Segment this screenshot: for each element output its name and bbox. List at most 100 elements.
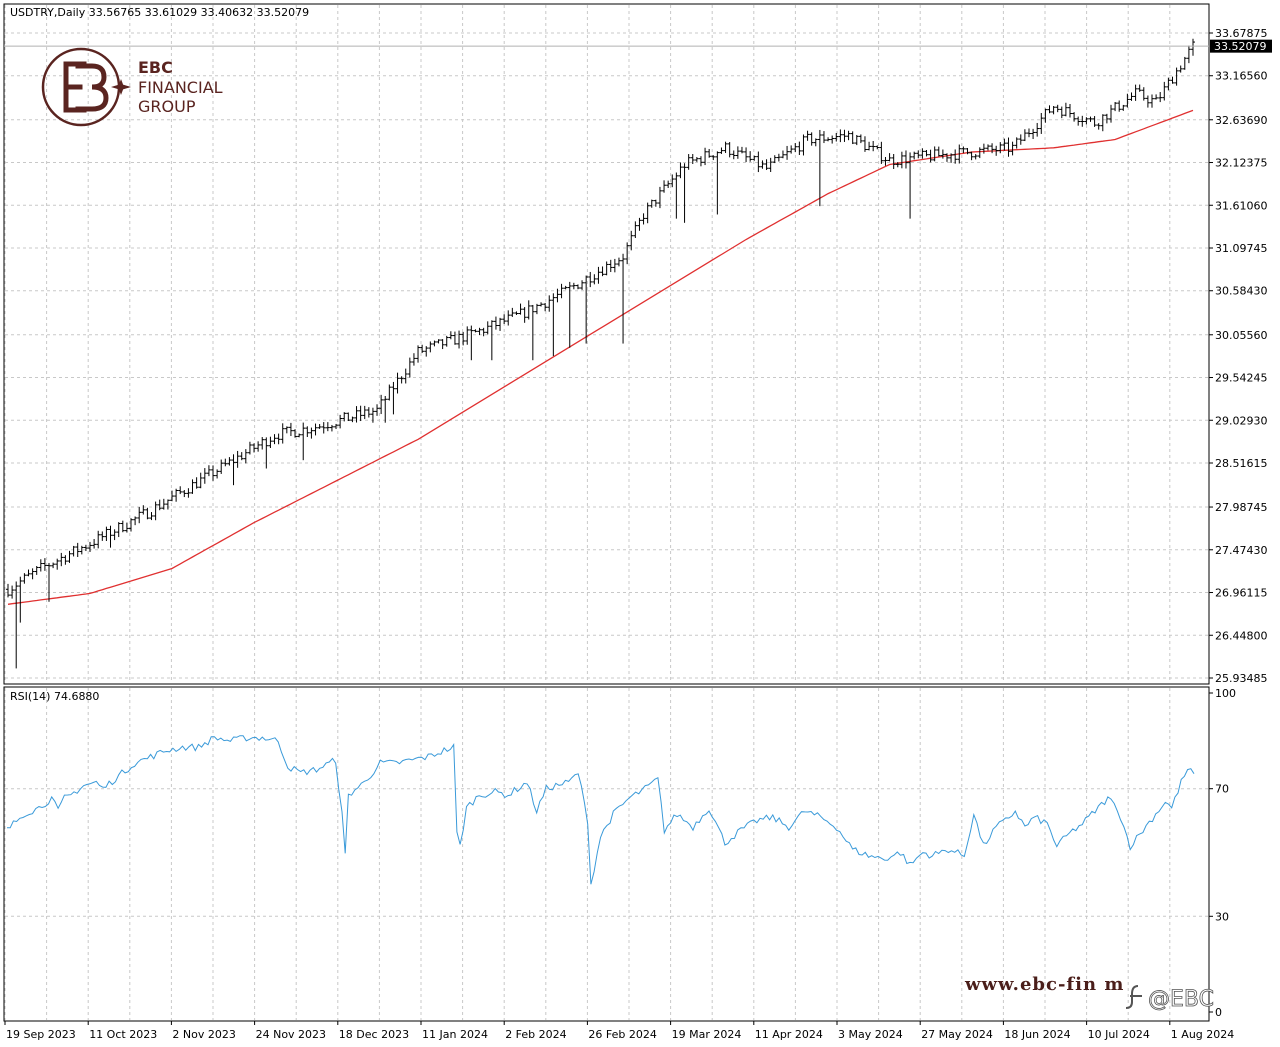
ohlc-bar bbox=[518, 303, 523, 315]
ohlc-bar bbox=[1031, 128, 1036, 140]
ohlc-bar bbox=[580, 280, 585, 290]
ohlc-bar bbox=[1063, 102, 1068, 117]
ohlc-bar bbox=[768, 157, 773, 172]
ohlc-bar bbox=[247, 441, 252, 455]
ohlc-bar bbox=[616, 257, 621, 267]
ohlc-bar bbox=[830, 135, 835, 144]
grid bbox=[4, 5, 1208, 1020]
ohlc-bar bbox=[75, 542, 80, 557]
ohlc-bar bbox=[735, 146, 740, 159]
ohlc-bar bbox=[395, 372, 400, 394]
ohlc-bar bbox=[399, 376, 404, 384]
logo-mark-icon bbox=[63, 61, 109, 113]
ohlc-bar bbox=[432, 340, 437, 347]
ohlc-bar bbox=[428, 341, 433, 353]
ohlc-bar bbox=[1051, 105, 1056, 115]
ohlc-bar bbox=[1117, 100, 1122, 112]
ohlc-bar bbox=[600, 266, 605, 277]
ohlc-bar bbox=[653, 199, 658, 207]
ohlc-bar bbox=[514, 311, 519, 315]
ohlc-bar bbox=[264, 437, 269, 469]
ohlc-bar bbox=[1174, 67, 1179, 86]
ohlc-bar bbox=[678, 162, 683, 179]
ohlc-bar bbox=[867, 141, 872, 151]
ohlc-bar bbox=[674, 172, 679, 219]
ohlc-bar bbox=[1125, 93, 1130, 108]
ohlc-bar bbox=[703, 147, 708, 166]
ohlc-bar bbox=[473, 329, 478, 333]
ohlc-bar bbox=[969, 151, 974, 161]
ohlc-bar bbox=[670, 174, 675, 188]
ebc-logo: EBC FINANCIAL GROUP bbox=[41, 47, 223, 127]
ohlc-bar bbox=[711, 155, 716, 161]
ohlc-bar bbox=[51, 562, 56, 569]
ohlc-bar bbox=[1018, 134, 1023, 145]
ohlc-bar bbox=[1158, 92, 1163, 103]
ohlc-bar bbox=[625, 242, 630, 265]
ohlc-bar bbox=[1108, 104, 1113, 123]
ohlc-bar bbox=[727, 142, 732, 158]
time-tick-label: 24 Nov 2023 bbox=[256, 1028, 326, 1041]
ohlc-bar bbox=[698, 156, 703, 167]
ohlc-bar bbox=[789, 145, 794, 154]
social-handle: @EBC bbox=[1148, 987, 1214, 1012]
time-tick-label: 11 Oct 2023 bbox=[89, 1028, 157, 1041]
ohlc-bar bbox=[682, 163, 687, 223]
ohlc-bar bbox=[588, 271, 593, 288]
price-tick-label: 31.61060 bbox=[1215, 199, 1268, 212]
ohlc-bar bbox=[1113, 102, 1118, 112]
ohlc-bar bbox=[30, 568, 35, 580]
ohlc-bar bbox=[961, 146, 966, 154]
rsi-axis: 100 70 30 0 bbox=[1209, 687, 1236, 1019]
ohlc-bar bbox=[924, 150, 929, 157]
ohlc-bar bbox=[879, 141, 884, 164]
ohlc-bar bbox=[96, 530, 101, 549]
ohlc-bar bbox=[772, 155, 777, 164]
ohlc-bar bbox=[899, 151, 904, 169]
price-tick-label: 27.47430 bbox=[1215, 544, 1268, 557]
ohlc-bar bbox=[522, 307, 527, 323]
ohlc-bar bbox=[912, 151, 917, 160]
rsi-pane bbox=[3, 686, 1210, 1022]
ohlc-bar bbox=[424, 346, 429, 357]
ohlc-bar bbox=[120, 520, 125, 533]
ohlc-bar bbox=[1104, 113, 1109, 124]
ohlc-bar bbox=[79, 545, 84, 555]
ohlc-bar bbox=[481, 327, 486, 337]
ohlc-bar bbox=[1014, 137, 1019, 149]
ohlc-bar bbox=[325, 422, 330, 432]
ohlc-bar bbox=[334, 423, 339, 430]
ohlc-bar bbox=[936, 146, 941, 157]
ohlc-bar bbox=[551, 293, 556, 357]
sparkle-icon bbox=[111, 79, 131, 95]
ohlc-bar bbox=[178, 486, 183, 495]
ohlc-bar bbox=[194, 477, 199, 489]
ohlc-bar bbox=[174, 488, 179, 502]
ohlc-bar bbox=[498, 317, 503, 331]
ohlc-bar bbox=[744, 147, 749, 163]
ohlc-bar bbox=[301, 422, 306, 461]
ohlc-bar bbox=[719, 147, 724, 154]
ohlc-bar bbox=[596, 266, 601, 284]
ohlc-bar bbox=[108, 525, 113, 548]
ohlc-bar bbox=[1154, 94, 1159, 100]
ohlc-bar bbox=[694, 157, 699, 162]
ohlc-bar bbox=[1006, 137, 1011, 157]
price-tick-label: 29.54245 bbox=[1215, 372, 1268, 385]
ohlc-bar bbox=[887, 153, 892, 162]
ohlc-bar bbox=[342, 412, 347, 422]
ohlc-bar bbox=[998, 142, 1003, 154]
ohlc-bar bbox=[817, 129, 822, 207]
time-tick-label: 18 Jun 2024 bbox=[1004, 1028, 1070, 1041]
ohlc-bar bbox=[358, 405, 363, 422]
ohlc-bar bbox=[621, 253, 626, 344]
ohlc-bar bbox=[157, 499, 162, 511]
ohlc-bar bbox=[686, 154, 691, 170]
ohlc-bar bbox=[448, 331, 453, 340]
ohlc-bar bbox=[18, 576, 23, 623]
ohlc-bar bbox=[489, 320, 494, 361]
ohlc-bar bbox=[416, 345, 421, 363]
ohlc-bar bbox=[813, 138, 818, 147]
ohlc-bar bbox=[555, 288, 560, 303]
ohlc-bar bbox=[1067, 103, 1072, 118]
